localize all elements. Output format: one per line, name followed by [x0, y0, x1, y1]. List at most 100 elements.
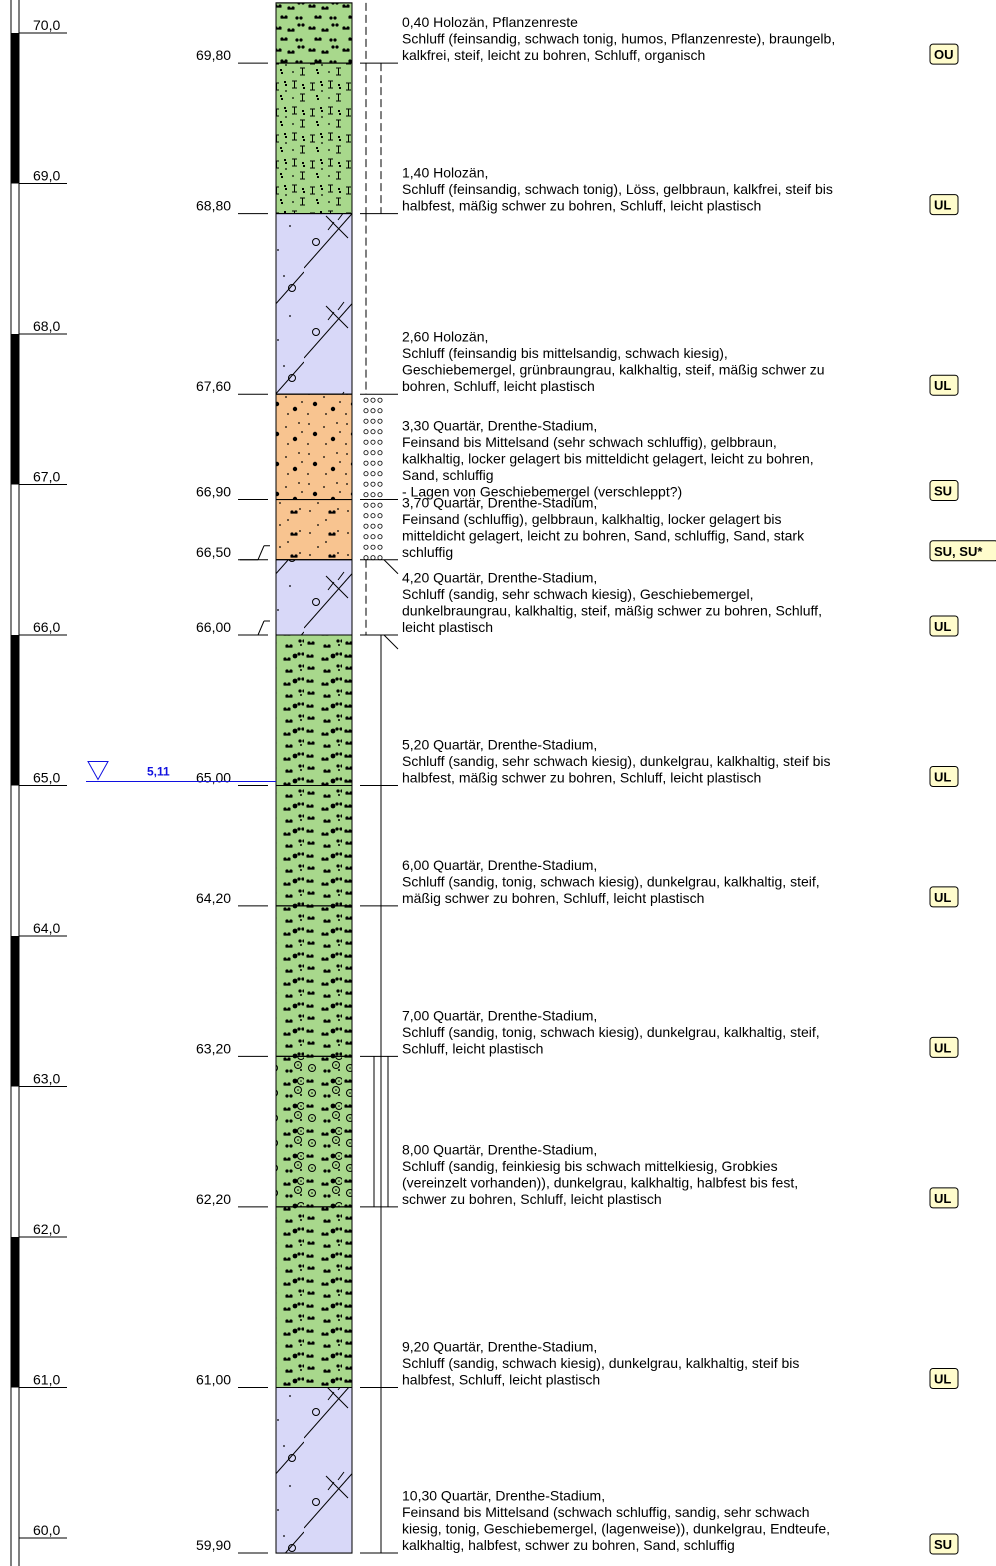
consistency-loose-mark — [370, 523, 376, 529]
layer-description-line: Schluff (sandig, feinkiesig bis schwach … — [402, 1158, 778, 1174]
layer-description-line: 2,60 Holozän, — [402, 329, 488, 345]
layer-description-line: mäßig schwer zu bohren, Schluff, leicht … — [402, 890, 704, 906]
layer-pattern — [275, 393, 353, 501]
consistency-loose-mark — [377, 439, 383, 445]
consistency-loose-mark — [377, 555, 383, 561]
layer: 67,60 2,60 Holozän,Schluff (feinsandig bi… — [196, 213, 959, 396]
consistency-loose-mark — [370, 397, 376, 403]
consistency-loose-mark — [370, 544, 376, 550]
consistency-loose-mark — [370, 492, 376, 498]
consistency-loose-mark — [363, 397, 369, 403]
layer-description-line: 4,20 Quartär, Drenthe-Stadium, — [402, 570, 597, 586]
transition-mark — [383, 634, 399, 650]
layer-description-line: 5,20 Quartär, Drenthe-Stadium, — [402, 737, 597, 753]
layer-description-line: Geschiebemergel, grünbraungrau, kalkhalt… — [402, 362, 825, 378]
groundwater-depth: 5,11 — [147, 765, 170, 779]
consistency-loose-mark — [377, 460, 383, 466]
consistency-loose-mark — [370, 429, 376, 435]
layer-bottom-elevation: 59,90 — [196, 1537, 231, 1553]
layer-pattern — [275, 213, 353, 395]
layer-bottom-elevation: 69,80 — [196, 47, 231, 63]
layer-bottom-elevation: 62,20 — [196, 1191, 231, 1207]
layer-bottom-elevation: 66,50 — [196, 544, 231, 560]
soil-group-code: UL — [934, 619, 951, 634]
soil-group-code: UL — [934, 1191, 951, 1206]
transition-mark — [257, 545, 265, 560]
soil-group-code: UL — [934, 198, 951, 213]
consistency-loose-mark — [363, 429, 369, 435]
layer-description-line: halbfest, Schluff, leicht plastisch — [402, 1372, 600, 1388]
scale-tick-label: 69,0 — [33, 168, 60, 184]
layer-description-line: bohren, Schluff, leicht plastisch — [402, 378, 595, 394]
consistency-loose-mark — [377, 534, 383, 540]
layer-description-line: Schluff (sandig, sehr schwach kiesig), G… — [402, 586, 753, 602]
layer-description-line: (vereinzelt vorhanden)), dunkelgrau, kal… — [402, 1174, 798, 1190]
consistency-loose-mark — [377, 408, 383, 414]
layer-pattern — [275, 1206, 353, 1389]
layer-description-line: Schluff (sandig, sehr schwach kiesig), d… — [402, 753, 831, 769]
layer-description-line: leicht plastisch — [402, 619, 493, 635]
layer-description-line: 3,70 Quartär, Drenthe-Stadium, — [402, 494, 597, 510]
groundwater-level: 5,11 — [86, 761, 276, 782]
consistency-loose-mark — [377, 544, 383, 550]
layer-bottom-elevation: 67,60 — [196, 378, 231, 394]
layer: 69,80 0,40 Holozän, PflanzenresteSchluff … — [196, 2, 959, 65]
layer: 68,80 1,40 Holozän,Schluff (feinsandig, s… — [196, 62, 959, 216]
scale-tick-label: 66,0 — [33, 619, 60, 635]
scale-segment — [11, 33, 19, 184]
soil-group-badge — [929, 1187, 959, 1209]
soil-group-code: OU — [934, 47, 954, 62]
layer-bottom-elevation: 66,00 — [196, 619, 231, 635]
layer-description-line: schwer zu bohren, Schluff, leicht plasti… — [402, 1191, 662, 1207]
consistency-loose-mark — [370, 502, 376, 508]
elevation-scale: 70,0 69,0 68,0 67,0 66,0 65,0 64,0 63,0 62,0 61,0… — [10, 0, 67, 1566]
layer: 66,00 4,20 Quartär, Drenthe-Stadium,Schlu… — [196, 559, 959, 637]
layer-description-line: kalkhaltig, halbfest, schwer zu bohren, … — [402, 1537, 735, 1553]
layer-pattern — [275, 1387, 353, 1554]
consistency-loose-mark — [377, 471, 383, 477]
consistency-loose-mark — [370, 534, 376, 540]
scale-tick-label: 60,0 — [33, 1522, 60, 1538]
soil-group-code: UL — [934, 1040, 951, 1055]
soil-group-code: SU — [934, 1537, 952, 1552]
consistency-loose-mark — [370, 408, 376, 414]
consistency-loose-mark — [370, 555, 376, 561]
scale-segment — [11, 936, 19, 1087]
scale-segment — [11, 1237, 19, 1388]
consistency-loose-mark — [370, 450, 376, 456]
layer-description-line: 3,30 Quartär, Drenthe-Stadium, — [402, 418, 597, 434]
scale-tick-label: 61,0 — [33, 1372, 60, 1388]
consistency-loose-mark — [377, 450, 383, 456]
scale-tick-label: 65,0 — [33, 770, 60, 786]
layer-description-line: 6,00 Quartär, Drenthe-Stadium, — [402, 857, 597, 873]
consistency-loose-mark — [370, 471, 376, 477]
layer: 66,90 3,30 Quartär, Drenthe-Stadium,Feins… — [196, 393, 959, 502]
soil-group-badge — [929, 766, 959, 787]
soil-group-code: UL — [934, 770, 951, 785]
layer-description-line: 10,30 Quartär, Drenthe-Stadium, — [402, 1488, 605, 1504]
scale-tick-label: 63,0 — [33, 1071, 60, 1087]
consistency-loose-mark — [370, 460, 376, 466]
scale-tick-label: 64,0 — [33, 920, 60, 936]
layer-description-line: schluffig — [402, 544, 453, 560]
scale-segment — [11, 334, 19, 485]
consistency-loose-mark — [363, 492, 369, 498]
consistency-loose-mark — [363, 439, 369, 445]
layer-pattern — [275, 905, 353, 1057]
layer: 63,207,00 Quartär, Drenthe-Stadium,Schlu… — [196, 905, 959, 1058]
layer-description-line: Sand, schluffig — [402, 467, 494, 483]
consistency-loose-mark — [377, 492, 383, 498]
consistency-loose-mark — [377, 418, 383, 424]
layer-description-line: - Lagen von Geschiebemergel (verschleppt… — [402, 484, 682, 500]
layer-description-line: Schluff (sandig, tonig, schwach kiesig),… — [402, 873, 820, 889]
consistency-loose-mark — [363, 418, 369, 424]
soil-group-code: UL — [934, 890, 951, 905]
layer-description-line: Schluff (feinsandig bis mittelsandig, sc… — [402, 345, 728, 361]
consistency-loose-mark — [363, 523, 369, 529]
consistency-loose-mark — [370, 513, 376, 519]
layer: 66,50 3,70 Quartär, Drenthe-Stadium,Feins… — [196, 494, 996, 562]
consistency-loose-mark — [363, 513, 369, 519]
consistency-loose-mark — [363, 502, 369, 508]
